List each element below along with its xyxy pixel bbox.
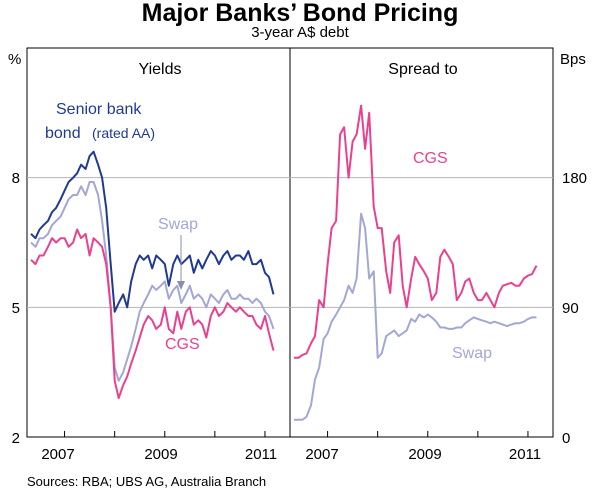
panel-title-yields: Yields [139, 61, 182, 78]
left-ytick-label: 5 [12, 300, 20, 317]
left-xtick-label: 2007 [41, 446, 74, 463]
right-ytick-label: 180 [562, 170, 587, 187]
left-xtick-label: 2009 [144, 446, 177, 463]
swap-right-label: Swap [452, 345, 492, 362]
gridlines [27, 177, 553, 308]
source-note: Sources: RBA; UBS AG, Australia Branch [27, 474, 267, 489]
cgs-left-label: CGS [165, 336, 200, 353]
swap-pointer-arrowhead [177, 281, 185, 290]
series-line-swap [294, 212, 537, 421]
senior-bond-rated-label: (rated AA) [92, 125, 155, 141]
right-xtick-label: 2007 [305, 446, 338, 463]
series-line-swap [30, 181, 275, 382]
right-axis-unit: Bps [560, 51, 586, 68]
left-axis-unit: % [8, 51, 21, 68]
right-ytick-label: 0 [562, 430, 570, 447]
left-xtick-label: 2011 [245, 446, 277, 463]
right-xtick-label: 2011 [509, 446, 541, 463]
senior-bond-label-line2: bond [45, 125, 81, 142]
chart-subtitle: 3-year A$ debt [251, 24, 349, 41]
left-ytick-label: 2 [12, 430, 20, 447]
cgs-right-label: CGS [413, 150, 448, 167]
right-ytick-label: 90 [562, 300, 579, 317]
left-ytick-label: 8 [12, 170, 20, 187]
right-xtick-label: 2009 [408, 446, 441, 463]
panel-title-spread: Spread to [388, 61, 457, 78]
series-line-cgs [30, 228, 275, 400]
series-line-senior-bank-bond-rated-aa [30, 150, 275, 313]
swap-left-label: Swap [158, 216, 198, 233]
series-line-cgs [294, 104, 538, 359]
axis-ticks [64, 431, 529, 437]
series-layer [30, 104, 538, 421]
senior-bond-label-line1: Senior bank [56, 101, 142, 118]
chart-title: Major Banks’ Bond Pricing [141, 0, 459, 27]
